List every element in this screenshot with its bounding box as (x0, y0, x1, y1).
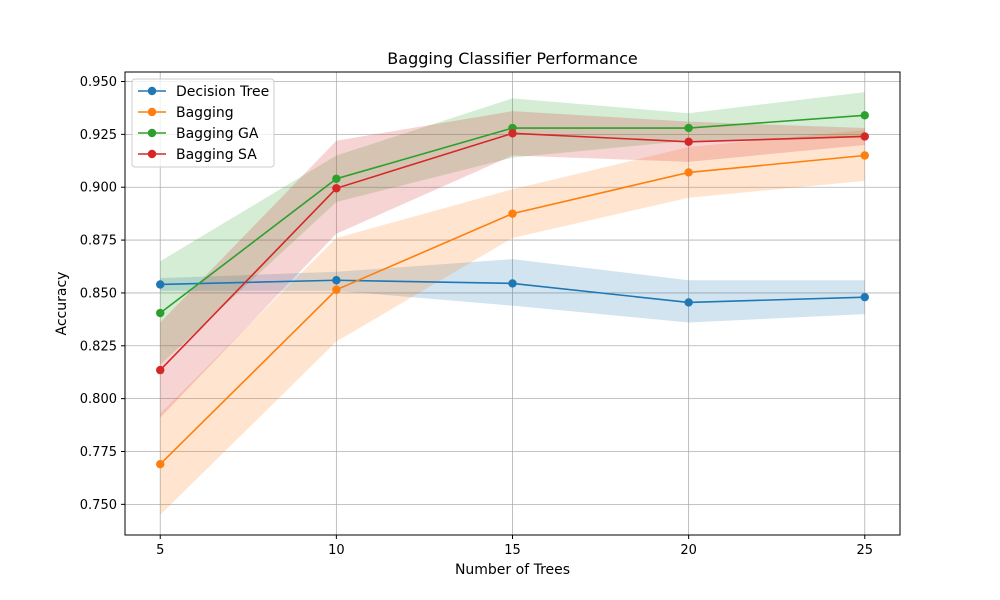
decision-tree-point (684, 298, 693, 307)
y-tick-label: 0.950 (80, 75, 117, 90)
bagging-sa-legend-marker (147, 149, 157, 159)
bagging-ga-point (156, 308, 165, 318)
y-tick-label: 0.775 (80, 445, 117, 460)
bagging-legend-marker (147, 107, 157, 117)
bagging-point (156, 459, 165, 469)
x-tick-label: 25 (856, 543, 873, 558)
bagging-point (332, 285, 341, 294)
bagging-sa-point (684, 137, 693, 146)
y-axis-ticks: 0.750 0.775 0.800 0.825 0.850 0.875 0.900 0.925… (80, 75, 125, 513)
bagging-sa-point (508, 129, 517, 138)
decision-tree-point (156, 280, 165, 289)
x-tick-label: 20 (680, 543, 697, 558)
bagging-ga-legend-marker (147, 128, 157, 138)
bagging-confidence-band (160, 130, 865, 515)
decision-tree-confidence-band (160, 259, 865, 323)
y-tick-label: 0.900 (80, 181, 117, 196)
bagging-ga-confidence-band (160, 92, 865, 365)
legend: Decision Tree Bagging Bagging GA Bagging SA (131, 78, 275, 168)
y-tick-label: 0.925 (80, 128, 117, 143)
decision-tree-legend-marker (147, 86, 157, 96)
decision-tree-point (332, 276, 341, 285)
y-tick-label: 0.850 (80, 286, 117, 301)
decision-tree-point (508, 279, 517, 288)
x-tick-label: 5 (156, 543, 164, 558)
bagging-ga-point (332, 174, 341, 183)
chart-title: Bagging Classifier Performance (387, 49, 637, 68)
bagging-point (860, 151, 869, 160)
grid (125, 72, 900, 535)
decision-tree-point (860, 292, 869, 302)
bagging-sa-point (860, 132, 869, 141)
y-tick-label: 0.750 (80, 498, 117, 513)
bagging-sa-point (332, 184, 341, 193)
bagging-ga-legend-label: Bagging GA (176, 126, 259, 142)
decision-tree-legend-label: Decision Tree (176, 84, 269, 100)
y-tick-label: 0.875 (80, 234, 117, 249)
x-axis-ticks: 5 10 15 20 25 (156, 535, 873, 558)
bagging-sa-legend-label: Bagging SA (176, 147, 257, 163)
y-tick-label: 0.825 (80, 339, 117, 354)
x-tick-label: 15 (504, 543, 521, 558)
legend-box (131, 78, 275, 168)
bagging-point (684, 168, 693, 177)
series-markers (156, 111, 869, 469)
bagging-legend-label: Bagging (176, 105, 234, 121)
bagging-ga-point (860, 111, 869, 120)
y-axis-label: Accuracy (54, 272, 70, 336)
x-tick-label: 10 (328, 543, 345, 558)
y-tick-label: 0.800 (80, 392, 117, 407)
bagging-ga-point (684, 123, 693, 133)
bagging-sa-point (156, 365, 165, 375)
x-axis-label: Number of Trees (455, 562, 570, 578)
bagging-point (508, 209, 517, 218)
